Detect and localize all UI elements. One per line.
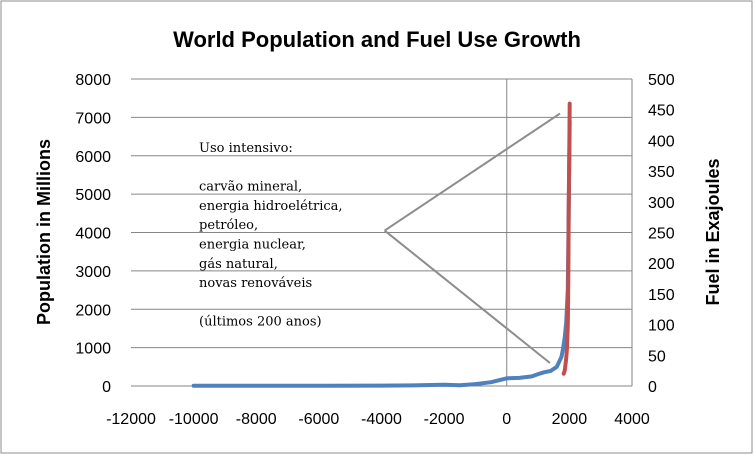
annotation-line: gás natural,	[199, 257, 278, 272]
series-line-population	[191, 119, 572, 388]
annotation-line: petróleo,	[199, 218, 258, 233]
y2-tick-label: 500	[648, 72, 675, 89]
x-tick-label: -10000	[169, 411, 219, 428]
x-tick-label: 4000	[614, 411, 650, 428]
x-tick-label: -6000	[298, 411, 339, 428]
series-line-fuel	[561, 101, 572, 376]
y2-tick-label: 0	[648, 379, 657, 396]
y-tick-label: 8000	[75, 72, 111, 89]
y-axis-label: Population in Millions	[34, 139, 54, 325]
y2-tick-label: 250	[648, 226, 675, 243]
x-tick-label: -8000	[236, 411, 277, 428]
y2-tick-label: 450	[648, 103, 675, 120]
annotation-line: Uso intensivo:	[199, 141, 293, 156]
y2-tick-label: 50	[648, 348, 666, 365]
y-tick-label: 7000	[75, 110, 111, 127]
y-tick-label: 3000	[75, 264, 111, 281]
y2-tick-label: 200	[648, 256, 675, 273]
x-tick-label: -12000	[106, 411, 156, 428]
y-tick-label: 2000	[75, 302, 111, 319]
y2-tick-label: 400	[648, 133, 675, 150]
y-tick-label: 4000	[75, 226, 111, 243]
annotation-line: energia nuclear,	[199, 238, 306, 253]
annotation-line: energia hidroelétrica,	[199, 199, 343, 214]
y-tick-label: 0	[102, 379, 111, 396]
annotation-line: novas renováveis	[199, 276, 312, 291]
y2-tick-label: 300	[648, 195, 675, 212]
y-tick-label: 1000	[75, 341, 111, 358]
y-tick-label: 5000	[75, 187, 111, 204]
tick-labels: 0100020003000400050006000700080000501001…	[75, 72, 674, 428]
annotation-line: carvão mineral,	[199, 180, 302, 195]
annotation-pointer-line	[384, 112, 561, 232]
y2-tick-label: 350	[648, 164, 675, 181]
y2-axis-label: Fuel in Exajoules	[703, 158, 723, 305]
x-tick-label: 2000	[552, 411, 588, 428]
y2-tick-label: 150	[648, 287, 675, 304]
x-tick-label: -2000	[424, 411, 465, 428]
annotation-line: (últimos 200 anos)	[199, 315, 322, 330]
series-group	[191, 101, 572, 388]
y-tick-label: 6000	[75, 149, 111, 166]
annotation: Uso intensivo: carvão mineral, energia hid…	[199, 112, 561, 364]
annotation-pointer-line	[384, 229, 551, 364]
x-tick-label: -4000	[361, 411, 402, 428]
y2-tick-label: 100	[648, 318, 675, 335]
chart-title: World Population and Fuel Use Growth	[173, 27, 581, 52]
gridlines	[131, 78, 632, 349]
x-tick-label: 0	[502, 411, 511, 428]
